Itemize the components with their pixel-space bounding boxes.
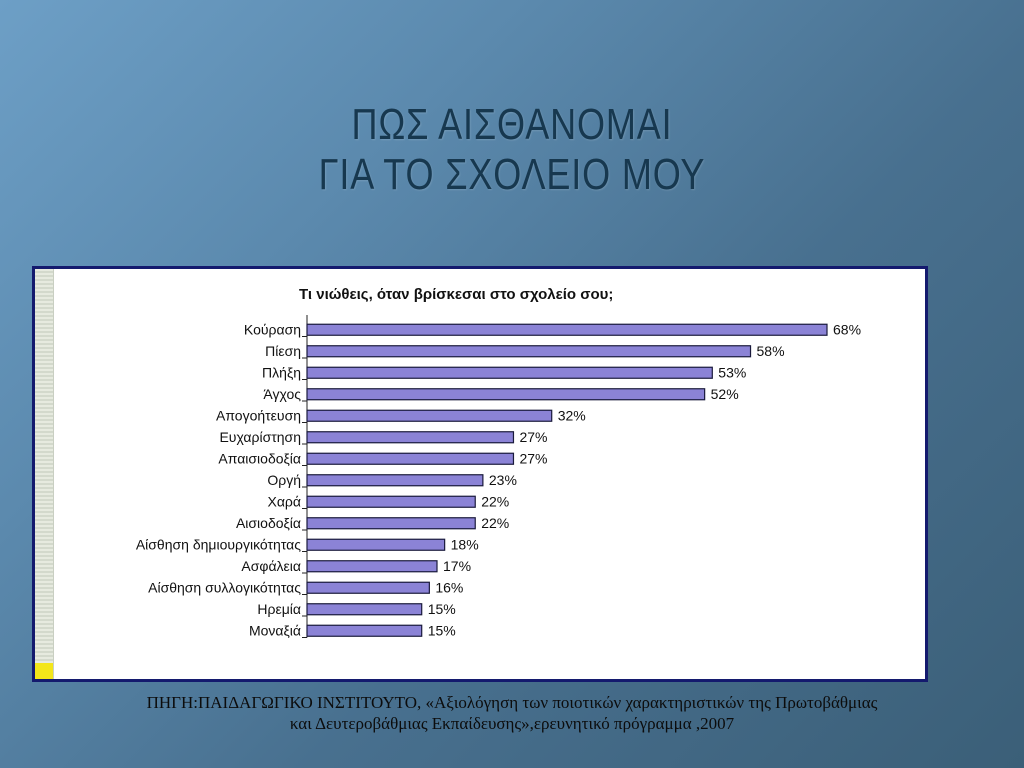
category-label: Πλήξη: [262, 364, 301, 380]
value-label: 23%: [489, 472, 517, 488]
value-label: 22%: [481, 515, 509, 531]
value-label: 22%: [481, 493, 509, 509]
category-label: Ασφάλεια: [241, 558, 301, 574]
value-label: 58%: [757, 343, 785, 359]
bar: [306, 474, 484, 487]
bar: [306, 366, 713, 379]
chart-frame-edge-strip: [35, 269, 54, 679]
bar: [306, 323, 828, 336]
value-label: 15%: [428, 622, 456, 638]
bar: [306, 345, 752, 358]
value-label: 18%: [451, 536, 479, 552]
category-label: Χαρά: [268, 493, 302, 509]
source-note-line1: ΠΗΓΗ:ΠΑΙΔΑΓΩΓΙΚΟ ΙΝΣΤΙΤΟΥΤΟ, «Αξιολόγηση…: [146, 693, 878, 712]
value-label: 32%: [558, 407, 586, 423]
category-label: Αίσθηση συλλογικότητας: [148, 579, 301, 595]
chart-title: Τι νιώθεις, όταν βρίσκεσαι στο σχολείο σ…: [299, 286, 613, 303]
chart-frame-yellow-marker: [35, 663, 53, 679]
bar: [306, 409, 553, 422]
value-label: 53%: [718, 364, 746, 380]
category-label: Αίσθηση δημιουργικότητας: [136, 536, 301, 552]
y-axis-ticks: [302, 336, 307, 638]
slide-title: ΠΩΣ ΑΙΣΘΑΝΟΜΑΙ ΓΙΑ ΤΟ ΣΧΟΛΕΙΟ ΜΟΥ: [92, 100, 932, 200]
slide-title-line2: ΓΙΑ ΤΟ ΣΧΟΛΕΙΟ ΜΟΥ: [318, 150, 706, 199]
value-label: 27%: [519, 429, 547, 445]
bar: [306, 581, 430, 594]
category-label: Ηρεμία: [257, 601, 301, 617]
bar: [306, 538, 446, 551]
bar: [306, 452, 515, 465]
bars: [306, 323, 828, 637]
category-label: Ευχαρίστηση: [219, 429, 301, 445]
value-label: 68%: [833, 321, 861, 337]
category-label: Αισιοδοξία: [236, 515, 301, 531]
category-label: Απογοήτευση: [216, 407, 301, 423]
category-label: Οργή: [267, 472, 301, 488]
value-label: 52%: [711, 386, 739, 402]
value-label: 15%: [428, 601, 456, 617]
value-label: 17%: [443, 558, 471, 574]
bar: [306, 388, 706, 401]
value-label: 27%: [519, 450, 547, 466]
category-label: Πίεση: [265, 343, 301, 359]
bar: [306, 431, 515, 444]
value-label: 16%: [435, 579, 463, 595]
bar: [306, 560, 438, 573]
bar: [306, 495, 476, 508]
chart-frame: Τι νιώθεις, όταν βρίσκεσαι στο σχολείο σ…: [32, 266, 928, 682]
source-note: ΠΗΓΗ:ΠΑΙΔΑΓΩΓΙΚΟ ΙΝΣΤΙΤΟΥΤΟ, «Αξιολόγηση…: [0, 692, 1024, 734]
bar: [306, 603, 423, 616]
bar: [306, 624, 423, 637]
bar-chart: Τι νιώθεις, όταν βρίσκεσαι στο σχολείο σ…: [136, 286, 861, 638]
category-label: Άγχος: [263, 386, 301, 402]
source-note-line2: και Δευτεροβάθμιας Εκπαίδευσης»,ερευνητι…: [289, 714, 735, 733]
category-label: Μοναξιά: [249, 622, 301, 638]
category-label: Απαισιοδοξία: [218, 450, 301, 466]
slide-title-line1: ΠΩΣ ΑΙΣΘΑΝΟΜΑΙ: [351, 100, 673, 149]
bar: [306, 517, 476, 530]
value-labels: 68%58%53%52%32%27%27%23%22%22%18%17%16%1…: [428, 321, 861, 638]
category-label: Κούραση: [244, 321, 301, 337]
category-labels: Κούραση Πίεση Πλήξη Άγχος Απογοήτευση Ευχαρίσ…: [136, 321, 301, 638]
